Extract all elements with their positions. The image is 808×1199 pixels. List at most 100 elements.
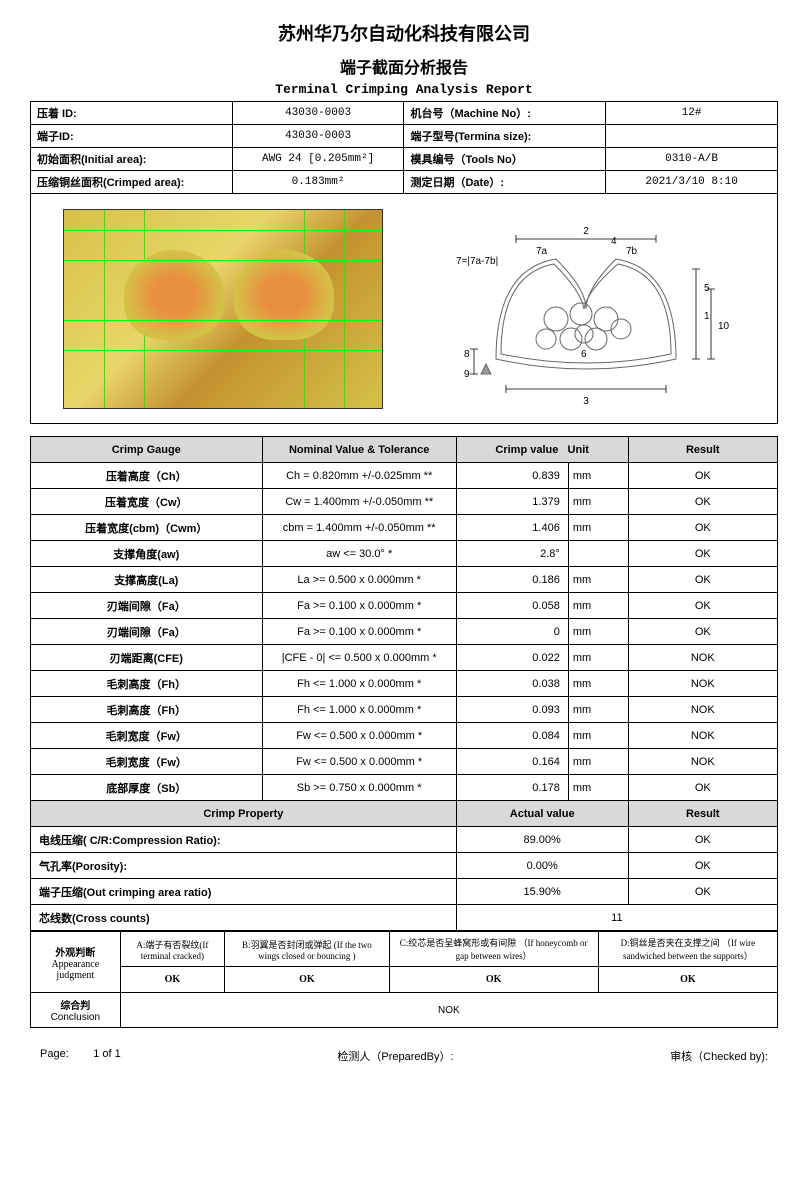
gauge-name-7: 刃端距离(CFE) [31, 645, 263, 671]
prop-val-1: 0.00% [456, 853, 628, 879]
gauge-val-10: 0.084 [456, 723, 568, 749]
gauge-res-3: OK [628, 541, 777, 567]
gauge-hdr-3: Crimp value Unit [456, 437, 628, 463]
hdr-l-3: 压缩铜丝面积(Crimped area): [31, 171, 233, 194]
gauge-hdr-1: Crimp Gauge [31, 437, 263, 463]
svg-text:8: 8 [464, 349, 470, 360]
gauge-name-2: 压着宽度(cbm)（Cwm） [31, 515, 263, 541]
prop-res-0: OK [628, 827, 777, 853]
appear-col-a-val: OK [120, 967, 225, 993]
appear-col-c-val: OK [389, 967, 598, 993]
hdr-v-1: 43030-0003 [232, 125, 404, 148]
gauge-val-4: 0.186 [456, 567, 568, 593]
svg-text:4: 4 [611, 236, 617, 247]
gauge-val-7: 0.022 [456, 645, 568, 671]
gauge-unit-6: mm [568, 619, 628, 645]
appear-col-b-val: OK [225, 967, 389, 993]
svg-text:7a: 7a [536, 246, 548, 257]
crimp-photo [63, 209, 383, 409]
gauge-unit-0: mm [568, 463, 628, 489]
gauge-name-3: 支撑角度(aw) [31, 541, 263, 567]
prop-lbl-1: 气孔率(Porosity): [31, 853, 457, 879]
svg-text:6: 6 [581, 349, 587, 360]
gauge-unit-5: mm [568, 593, 628, 619]
appearance-label: 外观判断 Appearance judgment [31, 932, 121, 993]
crimp-diagram: 2 7a 7b 7=|7a-7b| 4 5 1 10 8 9 3 6 [426, 209, 746, 409]
svg-text:10: 10 [718, 321, 730, 332]
gauge-nom-0: Ch = 0.820mm +/-0.025mm ** [262, 463, 456, 489]
hdr-v2-3: 2021/3/10 8:10 [606, 171, 778, 194]
gauge-name-0: 压着高度（Ch） [31, 463, 263, 489]
gauge-res-11: NOK [628, 749, 777, 775]
company-title: 苏州华乃尔自动化科技有限公司 [30, 20, 778, 46]
report-title-en: Terminal Crimping Analysis Report [30, 82, 778, 97]
svg-text:2: 2 [583, 226, 589, 237]
gauge-hdr-5: Result [628, 437, 777, 463]
gauge-name-9: 毛刺高度（Fh） [31, 697, 263, 723]
hdr-l-2: 初始面积(Initial area): [31, 148, 233, 171]
gauge-val-9: 0.093 [456, 697, 568, 723]
gauge-unit-3 [568, 541, 628, 567]
gauge-name-10: 毛刺宽度（Fw） [31, 723, 263, 749]
prop-hdr-2: Actual value [456, 801, 628, 827]
report-title-cn: 端子截面分析报告 [30, 54, 778, 78]
hdr-l-0: 压着 ID: [31, 102, 233, 125]
prop-val-2: 15.90% [456, 879, 628, 905]
gauge-name-5: 刃端间隙（Fa） [31, 593, 263, 619]
prop-val-0: 89.00% [456, 827, 628, 853]
appear-col-d-val: OK [598, 967, 777, 993]
gauge-res-2: OK [628, 515, 777, 541]
gauge-nom-7: |CFE - 0| <= 0.500 x 0.000mm * [262, 645, 456, 671]
gauge-val-0: 0.839 [456, 463, 568, 489]
svg-text:1: 1 [704, 311, 710, 322]
gauge-val-11: 0.164 [456, 749, 568, 775]
gauge-name-1: 压着宽度（Cw） [31, 489, 263, 515]
hdr-v2-0: 12# [606, 102, 778, 125]
gauge-res-10: NOK [628, 723, 777, 749]
gauge-unit-8: mm [568, 671, 628, 697]
gauge-res-0: OK [628, 463, 777, 489]
hdr-v-2: AWG 24 [0.205mm²] [232, 148, 404, 171]
gauge-nom-6: Fa >= 0.100 x 0.000mm * [262, 619, 456, 645]
hdr-l-1: 端子ID: [31, 125, 233, 148]
gauge-res-9: NOK [628, 697, 777, 723]
svg-text:7=|7a-7b|: 7=|7a-7b| [456, 256, 498, 267]
conclusion-value: NOK [120, 993, 777, 1028]
gauge-res-5: OK [628, 593, 777, 619]
gauge-table: Crimp Gauge Nominal Value & Tolerance Cr… [30, 436, 778, 931]
prop-val-3: 11 [456, 905, 777, 931]
gauge-name-6: 刃端间隙（Fa） [31, 619, 263, 645]
prop-res-2: OK [628, 879, 777, 905]
gauge-val-8: 0.038 [456, 671, 568, 697]
gauge-hdr-2: Nominal Value & Tolerance [262, 437, 456, 463]
conclusion-label: 综合判 Conclusion [31, 993, 121, 1028]
hdr-l2-2: 模具编号（Tools No） [404, 148, 606, 171]
gauge-val-12: 0.178 [456, 775, 568, 801]
gauge-unit-11: mm [568, 749, 628, 775]
appear-col-c-hdr: C:绞芯是否呈蜂窝形或有间隙 （If honeycomb or gap betw… [389, 932, 598, 967]
gauge-res-6: OK [628, 619, 777, 645]
hdr-v-0: 43030-0003 [232, 102, 404, 125]
gauge-val-6: 0 [456, 619, 568, 645]
gauge-nom-12: Sb >= 0.750 x 0.000mm * [262, 775, 456, 801]
gauge-val-5: 0.058 [456, 593, 568, 619]
header-table: 压着 ID:43030-0003机台号（Machine No）:12#端子ID:… [30, 101, 778, 194]
gauge-unit-12: mm [568, 775, 628, 801]
gauge-nom-5: Fa >= 0.100 x 0.000mm * [262, 593, 456, 619]
prop-hdr-1: Crimp Property [31, 801, 457, 827]
appearance-table: 外观判断 Appearance judgment A:端子有否裂纹(If ter… [30, 931, 778, 1028]
image-row: 2 7a 7b 7=|7a-7b| 4 5 1 10 8 9 3 6 [30, 194, 778, 424]
gauge-val-3: 2.8° [456, 541, 568, 567]
gauge-val-2: 1.406 [456, 515, 568, 541]
gauge-res-7: NOK [628, 645, 777, 671]
gauge-unit-4: mm [568, 567, 628, 593]
appear-col-b-hdr: B:羽翼是否封闭或弹起 (If the two wings closed or … [225, 932, 389, 967]
gauge-nom-10: Fw <= 0.500 x 0.000mm * [262, 723, 456, 749]
gauge-name-4: 支撑高度(La) [31, 567, 263, 593]
svg-text:7b: 7b [626, 246, 638, 257]
gauge-res-1: OK [628, 489, 777, 515]
gauge-nom-9: Fh <= 1.000 x 0.000mm * [262, 697, 456, 723]
footer: Page: 1 of 1 检测人（PreparedBy）: 审核（Checked… [30, 1048, 778, 1064]
svg-text:3: 3 [583, 396, 589, 407]
gauge-nom-1: Cw = 1.400mm +/-0.050mm ** [262, 489, 456, 515]
